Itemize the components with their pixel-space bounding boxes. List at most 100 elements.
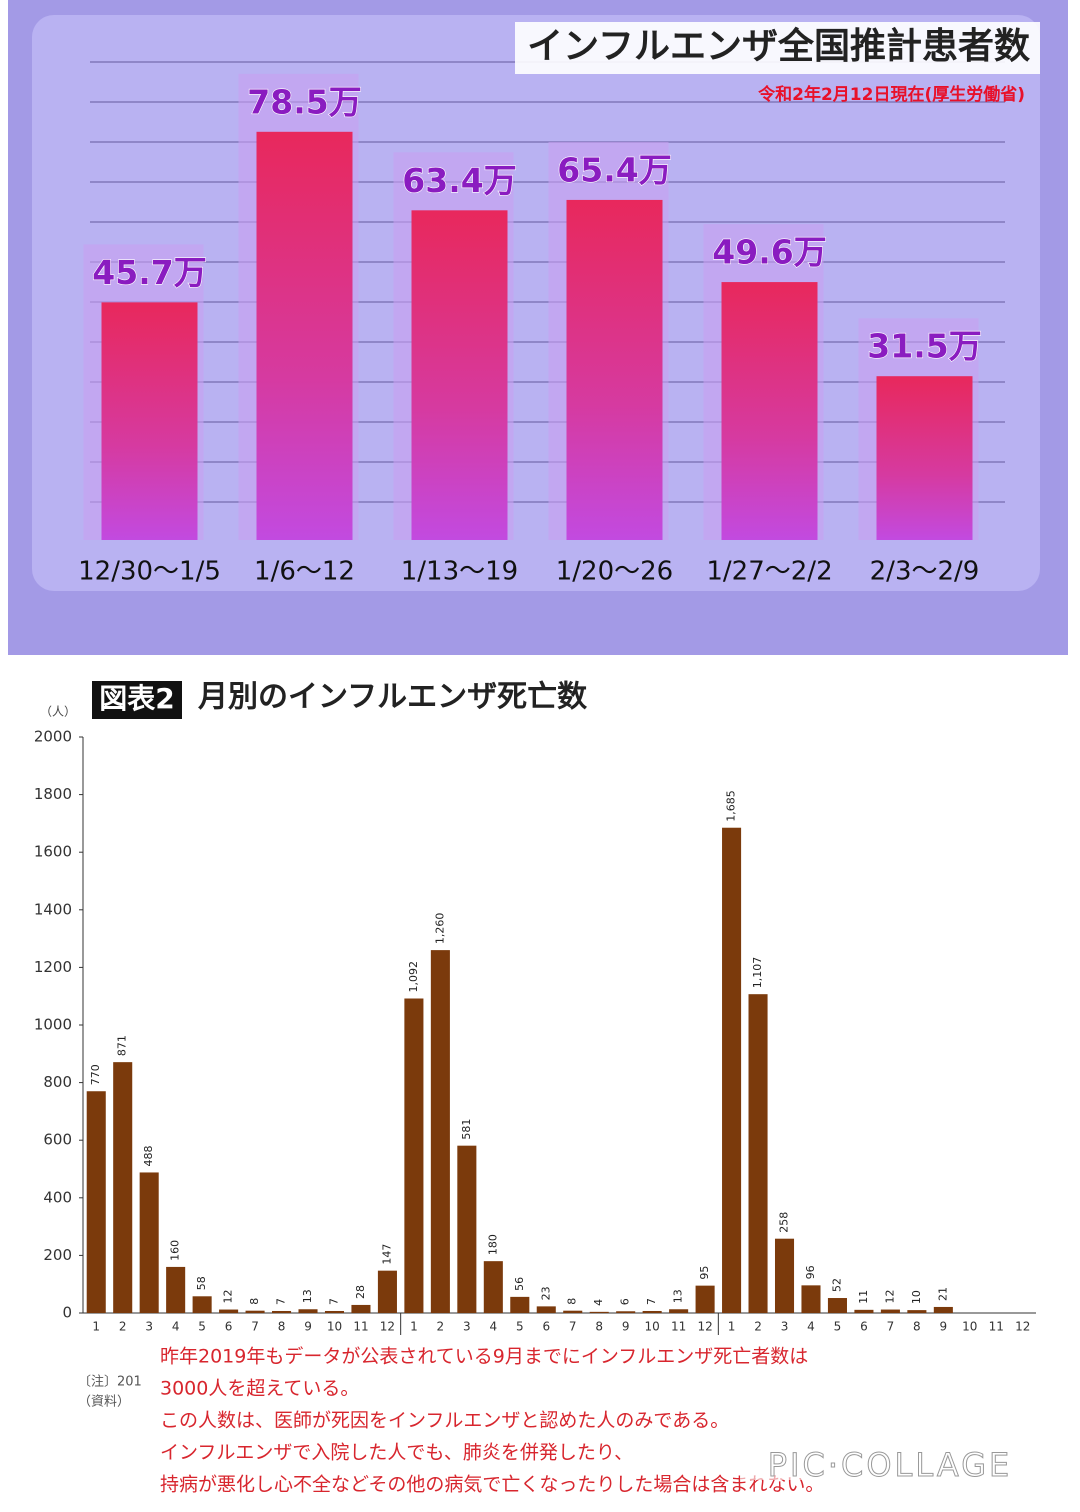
value-label: 58	[195, 1276, 208, 1290]
value-label: 1,685	[725, 790, 738, 822]
x-tick-label: 5	[516, 1320, 524, 1334]
annotation: 持病が悪化し心不全などその他の病気で亡くなったりした場合は含まれない。	[160, 1474, 824, 1496]
chart-subtitle: 令和2年2月12日現在(厚生労働省)	[758, 84, 1025, 105]
x-tick-label: 7	[251, 1320, 259, 1334]
value-label: 63.4万	[402, 161, 516, 200]
x-tick-label: 11	[989, 1320, 1004, 1334]
bar	[589, 1311, 609, 1313]
x-tick-label: 9	[304, 1320, 312, 1334]
value-label: 488	[142, 1145, 155, 1166]
x-tick-label: 12	[1015, 1320, 1030, 1334]
annotation: 3000人を超えている。	[160, 1378, 359, 1400]
value-label: 770	[89, 1064, 102, 1085]
bar	[563, 1310, 583, 1313]
x-tick-label: 3	[463, 1320, 471, 1334]
x-tick-label: 1/13～19	[401, 557, 518, 587]
value-label: 78.5万	[247, 82, 361, 121]
bar	[876, 376, 973, 540]
value-label: 11	[857, 1290, 870, 1304]
bar	[854, 1309, 874, 1313]
bar	[377, 1270, 397, 1313]
value-label: 49.6万	[712, 233, 826, 272]
bar	[298, 1309, 318, 1313]
y-tick-label: 1000	[34, 1016, 72, 1034]
y-tick-label: 600	[43, 1131, 72, 1149]
value-label: 7	[645, 1298, 658, 1305]
x-tick-label: 1	[92, 1320, 100, 1334]
watermark: PIC·COLLAGE	[768, 1446, 1013, 1484]
bar	[669, 1309, 689, 1313]
x-tick-label: 10	[962, 1320, 977, 1334]
x-tick-label: 11	[671, 1320, 686, 1334]
watermark-box	[740, 1432, 1040, 1480]
value-label: 13	[301, 1289, 314, 1303]
value-label: 1,107	[751, 957, 764, 989]
value-label: 52	[830, 1278, 843, 1292]
bar	[566, 199, 663, 541]
bar	[351, 1304, 371, 1313]
chart-title: 月別のインフルエンザ死亡数	[198, 680, 588, 715]
chart-title: インフルエンザ全国推計患者数	[527, 25, 1030, 67]
bar	[324, 1310, 345, 1313]
x-tick-label: 10	[327, 1320, 342, 1334]
bar	[801, 1285, 821, 1313]
x-tick-label: 2	[119, 1320, 127, 1334]
value-label: 28	[354, 1285, 367, 1299]
x-tick-label: 9	[940, 1320, 948, 1334]
bar	[457, 1145, 477, 1313]
x-tick-label: 1	[410, 1320, 418, 1334]
value-label: 13	[672, 1289, 685, 1303]
bar	[748, 994, 768, 1313]
value-label: 258	[778, 1212, 791, 1233]
x-tick-label: 7	[569, 1320, 577, 1334]
bar	[483, 1261, 503, 1313]
x-tick-label: 8	[595, 1320, 603, 1334]
x-tick-label: 9	[622, 1320, 630, 1334]
x-tick-label: 3	[145, 1320, 153, 1334]
value-label: 56	[513, 1277, 526, 1291]
x-tick-label: 11	[353, 1320, 368, 1334]
value-label: 23	[539, 1286, 552, 1300]
bar	[101, 302, 198, 540]
badge: 図表2	[99, 682, 174, 715]
value-label: 7	[275, 1298, 288, 1305]
x-tick-label: 12	[697, 1320, 712, 1334]
value-label: 95	[698, 1266, 711, 1280]
bar	[510, 1296, 530, 1313]
value-label: 8	[566, 1298, 579, 1305]
x-tick-label: 1	[728, 1320, 736, 1334]
annotation: この人数は、医師が死因をインフルエンザと認めた人のみである。	[160, 1410, 729, 1432]
value-label: 581	[460, 1119, 473, 1140]
y-tick-label: 1200	[34, 958, 72, 976]
bar	[616, 1311, 636, 1313]
value-label: 6	[619, 1298, 632, 1305]
note: 〔注〕201	[78, 1375, 142, 1390]
value-label: 31.5万	[867, 327, 981, 366]
bar	[256, 131, 353, 541]
x-tick-label: 6	[225, 1320, 233, 1334]
x-tick-label: 8	[278, 1320, 286, 1334]
x-tick-label: 4	[172, 1320, 180, 1334]
y-tick-label: 1800	[34, 785, 72, 803]
bar	[695, 1285, 715, 1313]
x-tick-label: 12/30～1/5	[78, 557, 221, 587]
x-tick-label: 1/27～2/2	[706, 557, 832, 587]
bar	[86, 1091, 106, 1313]
x-tick-label: 2	[754, 1320, 762, 1334]
bar	[642, 1310, 662, 1313]
value-label: 147	[380, 1244, 393, 1265]
value-label: 8	[248, 1298, 261, 1305]
bar	[827, 1298, 847, 1313]
bar	[722, 827, 742, 1313]
value-label: 65.4万	[557, 150, 671, 189]
annotation: インフルエンザで入院した人でも、肺炎を併発したり、	[160, 1442, 633, 1464]
value-label: 21	[936, 1287, 949, 1301]
value-label: 160	[169, 1240, 182, 1261]
value-label: 871	[116, 1035, 129, 1056]
value-label: 12	[883, 1290, 896, 1304]
y-tick-label: 2000	[34, 728, 72, 746]
x-tick-label: 5	[834, 1320, 842, 1334]
bar	[192, 1296, 212, 1313]
value-label: 10	[910, 1290, 923, 1304]
